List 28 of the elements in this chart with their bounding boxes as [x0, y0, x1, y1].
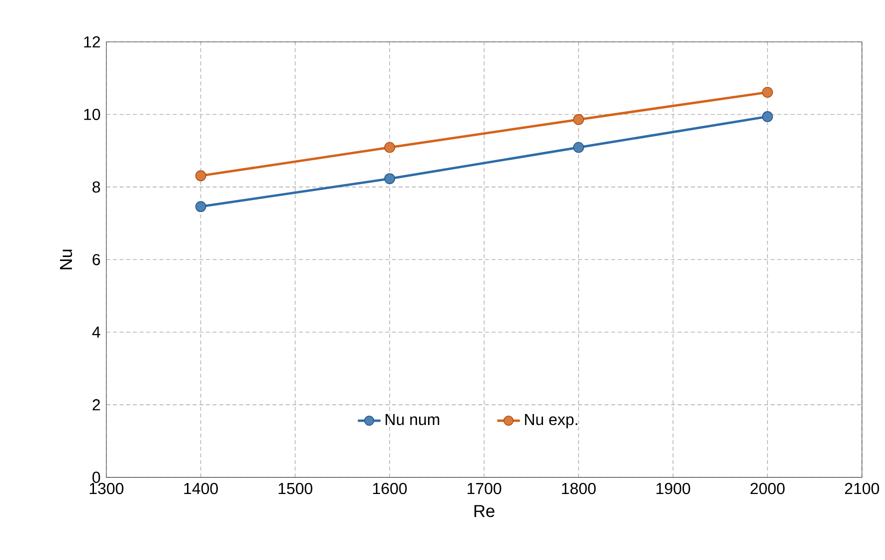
y-tick-label: 0 [92, 472, 100, 483]
x-tick-label: 1400 [184, 482, 218, 494]
point [195, 201, 206, 212]
x-tick-label: 1600 [373, 482, 407, 494]
x-tick-label: 1800 [562, 482, 596, 494]
legend-label: Nu num [386, 414, 440, 426]
y-tick-label: 4 [92, 326, 100, 338]
x-tick-label: 1900 [656, 482, 690, 494]
y-tick-label: 2 [92, 399, 100, 410]
point [573, 114, 584, 125]
point [384, 142, 396, 153]
point [762, 86, 773, 98]
x-tick-label: 1500 [278, 482, 312, 494]
point [762, 111, 773, 122]
y-tick-label: 10 [84, 108, 100, 120]
legend-label: Nu exp. [525, 414, 578, 428]
x-tick-label: 2000 [750, 482, 785, 494]
point [573, 142, 584, 153]
point [384, 173, 396, 184]
y-tick-label: 8 [92, 181, 100, 193]
y-tick-label: 6 [92, 254, 100, 266]
x-tick-label: 1700 [468, 482, 502, 494]
x-tick-label: 1300 [90, 482, 124, 494]
y-tick-label: 12 [84, 36, 100, 48]
y-axis-title: Nu [60, 250, 72, 270]
x-axis-title: Re [474, 505, 494, 518]
point [195, 170, 206, 182]
x-tick-label: 2100 [845, 482, 880, 494]
